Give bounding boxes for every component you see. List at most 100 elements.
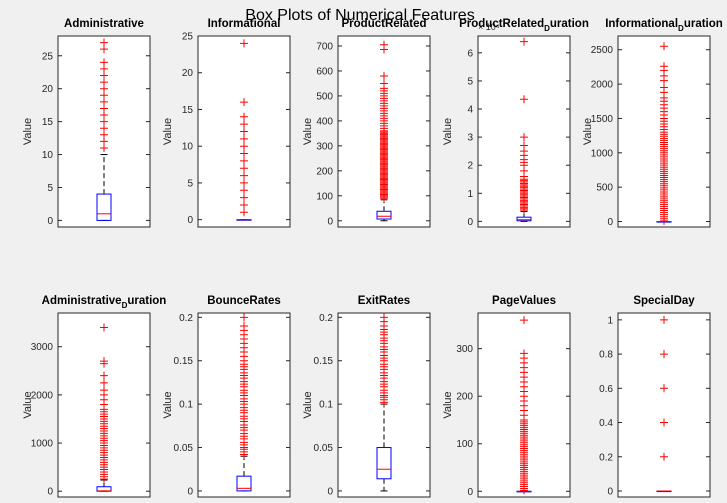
outlier-marker xyxy=(240,127,248,136)
y-tick-label: 3000 xyxy=(31,342,54,353)
axes-3: 0 100 200 300 400 500 600 700 Value ProductRelate… xyxy=(302,18,431,228)
y-axis-label: Value xyxy=(302,391,314,418)
y-tick-label: 1 xyxy=(467,189,473,200)
outlier-marker xyxy=(520,141,528,150)
y-tick-label: 1500 xyxy=(591,114,614,125)
y-tick-label: 0.1 xyxy=(179,400,193,411)
y-tick-label: 0.1 xyxy=(319,400,333,411)
outlier-marker xyxy=(240,164,248,173)
axes-title-subscript: D xyxy=(122,301,128,310)
y-tick-label: 100 xyxy=(456,439,473,450)
y-tick-label: 0 xyxy=(187,215,193,226)
figure-suptitle: Box Plots of Numerical Features xyxy=(245,7,474,24)
axes-title: SpecialDay xyxy=(633,295,695,307)
y-tick-label: 3 xyxy=(467,133,473,144)
y-axis-label: Value xyxy=(582,118,594,145)
outlier-marker xyxy=(240,178,248,187)
axes-5: 0 500 1000 1500 2000 2500 Value InformationalDu… xyxy=(582,18,723,228)
axes-title: ProductRelated xyxy=(342,18,427,30)
y-tick-label: 0 xyxy=(467,217,473,228)
iqr-box xyxy=(516,216,532,222)
axes-9: 0 100 200 300 Value PageValues xyxy=(442,295,571,498)
y-tick-label: 0.15 xyxy=(314,356,334,367)
axes-title-main: ProductRelated xyxy=(342,18,427,30)
y-tick-label: 0 xyxy=(467,487,473,498)
outlier-marker xyxy=(660,384,668,393)
y-tick-label: 6 xyxy=(467,48,473,59)
outlier-marker xyxy=(660,62,668,71)
outlier-marker xyxy=(520,349,528,358)
y-tick-label: 5 xyxy=(187,178,193,189)
y-tick-label: 0.05 xyxy=(174,443,194,454)
axes-title-main: Informational xyxy=(208,18,281,30)
y-tick-label: 0 xyxy=(47,216,53,227)
axes-title-main: Administrative xyxy=(64,18,144,30)
y-tick-label: 15 xyxy=(42,117,54,128)
y-tick-label: 1000 xyxy=(31,439,54,450)
y-tick-label: 0 xyxy=(327,486,333,497)
axes-title: AdministrativeDuration xyxy=(42,295,167,310)
outlier-marker xyxy=(380,71,388,80)
axes-6: 0 1000 2000 3000 Value AdministrativeDuration xyxy=(22,295,166,498)
y-tick-label: 10 xyxy=(42,150,54,161)
y-tick-label: 0.2 xyxy=(599,452,613,463)
outlier-marker xyxy=(240,98,248,107)
outlier-marker xyxy=(520,133,528,142)
axes-2: 0 5 10 15 20 25 Value Informational xyxy=(162,18,291,228)
y-tick-label: 0 xyxy=(327,216,333,227)
y-tick-label: 2000 xyxy=(591,80,614,91)
y-tick-label: 0 xyxy=(607,487,613,498)
y-tick-label: 600 xyxy=(316,66,333,77)
y-tick-label: 0 xyxy=(607,217,613,228)
axes-title: InformationalDuration xyxy=(605,18,723,33)
outlier-marker xyxy=(240,208,248,217)
outlier-marker xyxy=(240,186,248,195)
outlier-marker xyxy=(520,95,528,104)
axes-title-main: ProductRelated xyxy=(459,18,544,30)
y-tick-label: 1 xyxy=(607,315,613,326)
outlier-marker xyxy=(380,79,388,88)
outlier-marker xyxy=(100,323,108,332)
y-tick-label: 2500 xyxy=(591,45,614,56)
axes-7: 0 0.05 0.1 0.15 0.2 Value BounceRates xyxy=(162,295,291,498)
axes-title-rest: uration xyxy=(550,18,589,30)
axes-title-main: SpecialDay xyxy=(633,295,695,307)
y-tick-label: 0.15 xyxy=(174,356,194,367)
outlier-marker xyxy=(380,40,388,49)
axes-title: Informational xyxy=(208,18,281,30)
y-tick-label: 0.6 xyxy=(599,384,613,395)
y-tick-label: 0.05 xyxy=(314,443,334,454)
outlier-marker xyxy=(520,37,528,46)
axes-10: 0 0.2 0.4 0.6 0.8 1 SpecialDay xyxy=(599,295,711,498)
y-tick-label: 2000 xyxy=(31,390,54,401)
iqr-box xyxy=(376,210,392,220)
axes-8: 0 0.05 0.1 0.15 0.2 Value ExitRates xyxy=(302,295,431,498)
y-tick-label: 300 xyxy=(316,141,333,152)
outlier-marker xyxy=(240,149,248,158)
outlier-marker xyxy=(380,313,388,322)
iqr-box xyxy=(96,193,112,221)
y-tick-label: 25 xyxy=(182,32,194,43)
y-axis-label: Value xyxy=(162,118,174,145)
y-tick-label: 0.2 xyxy=(179,313,193,324)
outlier-marker xyxy=(520,316,528,325)
axes-title: ProductRelatedDuration xyxy=(459,18,589,33)
outlier-marker xyxy=(660,315,668,324)
y-tick-label: 300 xyxy=(456,344,473,355)
y-axis-label: Value xyxy=(442,118,454,145)
axes-title-main: Administrative xyxy=(42,295,122,307)
y-axis-label: Value xyxy=(442,391,454,418)
y-tick-label: 200 xyxy=(456,392,473,403)
axes-title-subscript: D xyxy=(544,24,550,33)
outlier-marker xyxy=(240,142,248,151)
axes-title: ExitRates xyxy=(358,295,410,307)
outlier-marker xyxy=(660,350,668,359)
outlier-marker xyxy=(240,171,248,180)
outlier-marker xyxy=(240,313,248,322)
axes-title: Administrative xyxy=(64,18,144,30)
outlier-marker xyxy=(100,371,108,380)
y-tick-label: 0 xyxy=(47,487,53,498)
y-axis-label: Value xyxy=(162,391,174,418)
outlier-marker xyxy=(100,386,108,395)
